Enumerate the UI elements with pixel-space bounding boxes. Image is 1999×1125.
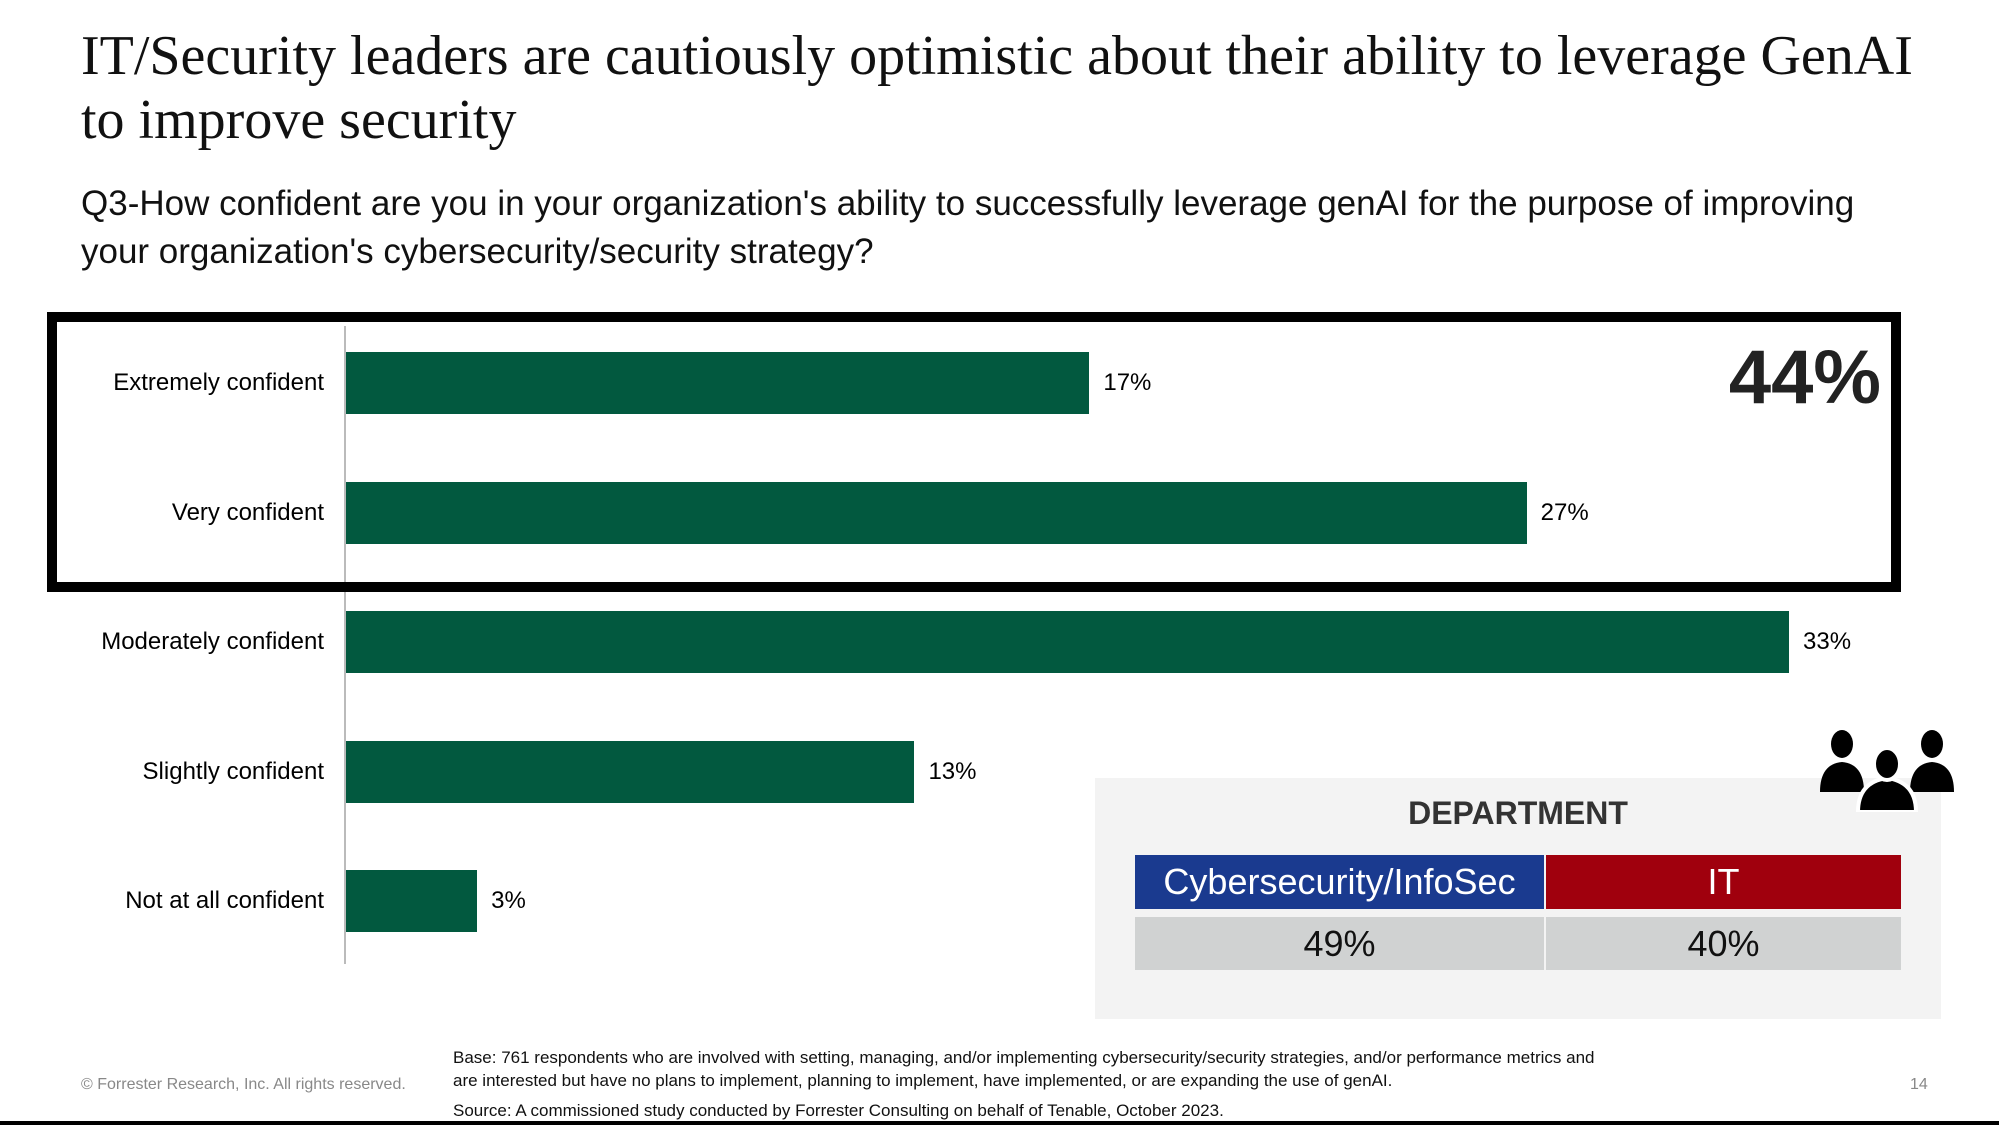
value-label: 17%: [1103, 369, 1152, 396]
department-title: DEPARTMENT: [1408, 795, 1628, 831]
category-label: Moderately confident: [101, 628, 324, 655]
bar: [346, 352, 1090, 414]
people-group-icon: [1820, 730, 1954, 812]
dept-value-it: 40%: [1546, 917, 1901, 970]
highlight-box: [47, 312, 1901, 592]
bottom-border: [0, 1121, 1999, 1125]
page-title: IT/Security leaders are cautiously optim…: [81, 25, 1913, 151]
source-note: Source: A commissioned study conducted b…: [453, 1101, 1224, 1120]
highlight-total-label: 44%: [1728, 335, 1881, 420]
category-label: Not at all confident: [125, 887, 324, 914]
copyright: © Forrester Research, Inc. All rights re…: [81, 1076, 406, 1093]
dept-value-cybersecurity: 49%: [1135, 917, 1544, 970]
bar: [346, 740, 915, 803]
category-label: Very confident: [171, 498, 324, 526]
base-note-line2: are interested but have no plans to impl…: [453, 1071, 1393, 1090]
bar: [346, 870, 478, 932]
dept-header-cybersecurity: Cybersecurity/InfoSec: [1135, 855, 1544, 909]
category-label: Extremely confident: [113, 369, 324, 396]
value-label: 33%: [1803, 628, 1852, 655]
category-label: Slightly confident: [142, 757, 324, 785]
bar: [346, 481, 1527, 544]
bar: [346, 611, 1789, 673]
question-subtitle: Q3-How confident are you in your organiz…: [81, 184, 1855, 271]
page-number: 14: [1910, 1076, 1928, 1093]
base-note-line1: Base: 761 respondents who are involved w…: [453, 1048, 1595, 1067]
value-label: 3%: [491, 887, 526, 914]
value-label: 13%: [928, 757, 977, 785]
value-label: 27%: [1540, 498, 1589, 526]
dept-header-it: IT: [1546, 855, 1901, 909]
category-axis-line: [344, 326, 346, 964]
